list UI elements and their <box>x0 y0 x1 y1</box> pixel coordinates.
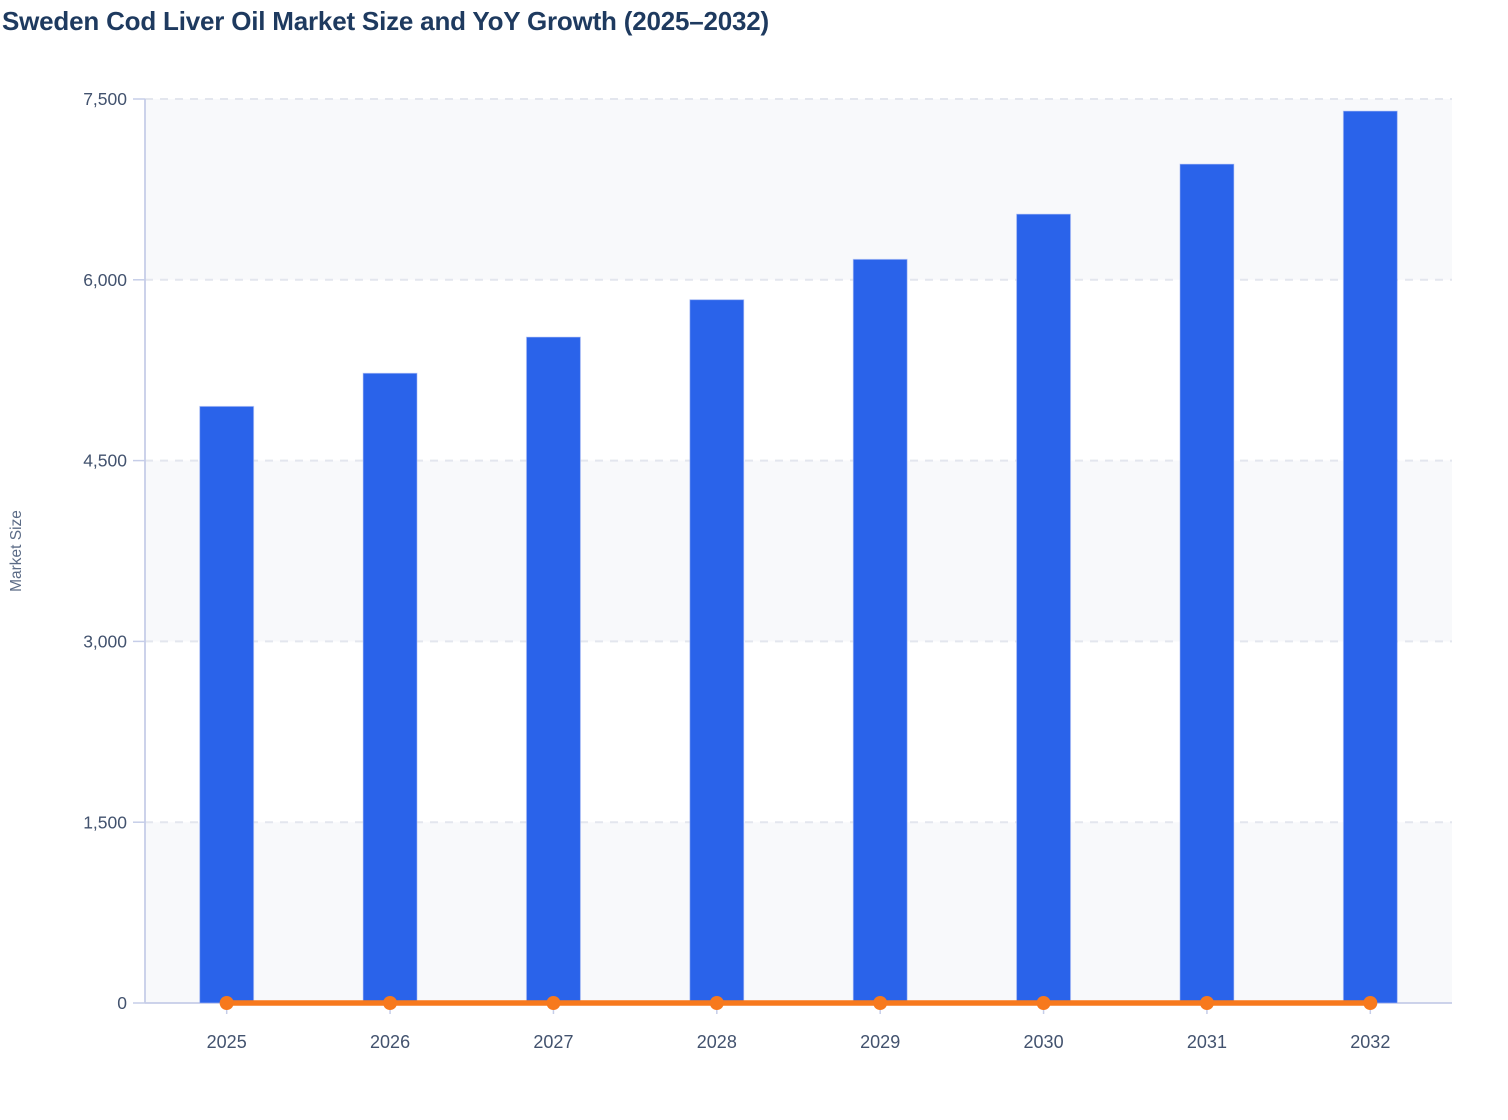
plot-band <box>145 99 1452 280</box>
yoy-point-2025[interactable] <box>219 996 234 1010</box>
x-tick-label: 2030 <box>1024 1032 1064 1052</box>
x-tick-label: 2032 <box>1350 1032 1390 1052</box>
yoy-point-2032[interactable] <box>1363 996 1378 1010</box>
bar-2032[interactable] <box>1342 110 1398 1004</box>
yoy-point-2031[interactable] <box>1199 996 1214 1010</box>
bar-2028[interactable] <box>689 299 745 1004</box>
yoy-point-2026[interactable] <box>383 996 398 1010</box>
bar-2027[interactable] <box>525 336 581 1004</box>
yoy-point-2027[interactable] <box>546 996 561 1010</box>
plot-band <box>145 822 1452 1003</box>
y-tick-label: 3,000 <box>83 632 127 652</box>
x-tick-label: 2027 <box>533 1032 573 1052</box>
bar-2029[interactable] <box>852 258 908 1004</box>
y-tick-label: 0 <box>117 993 127 1013</box>
y-tick-label: 4,500 <box>83 451 127 471</box>
y-tick-label: 7,500 <box>83 89 127 109</box>
bar-2031[interactable] <box>1179 163 1235 1004</box>
y-tick-label: 1,500 <box>83 812 127 832</box>
x-tick-label: 2028 <box>697 1032 737 1052</box>
yoy-point-2028[interactable] <box>709 996 724 1010</box>
yoy-point-2029[interactable] <box>873 996 888 1010</box>
chart-title: Sweden Cod Liver Oil Market Size and YoY… <box>2 6 770 36</box>
y-tick-label: 6,000 <box>83 270 127 290</box>
yoy-point-2030[interactable] <box>1036 996 1051 1010</box>
x-tick-label: 2026 <box>370 1032 410 1052</box>
x-tick-label: 2029 <box>860 1032 900 1052</box>
bar-2026[interactable] <box>362 372 418 1004</box>
bar-2030[interactable] <box>1016 213 1072 1004</box>
bar-2025[interactable] <box>199 405 255 1004</box>
y-axis-title: Market Size <box>8 510 25 592</box>
x-tick-label: 2031 <box>1187 1032 1227 1052</box>
plot-band <box>145 460 1452 642</box>
x-tick-label: 2025 <box>207 1032 247 1052</box>
